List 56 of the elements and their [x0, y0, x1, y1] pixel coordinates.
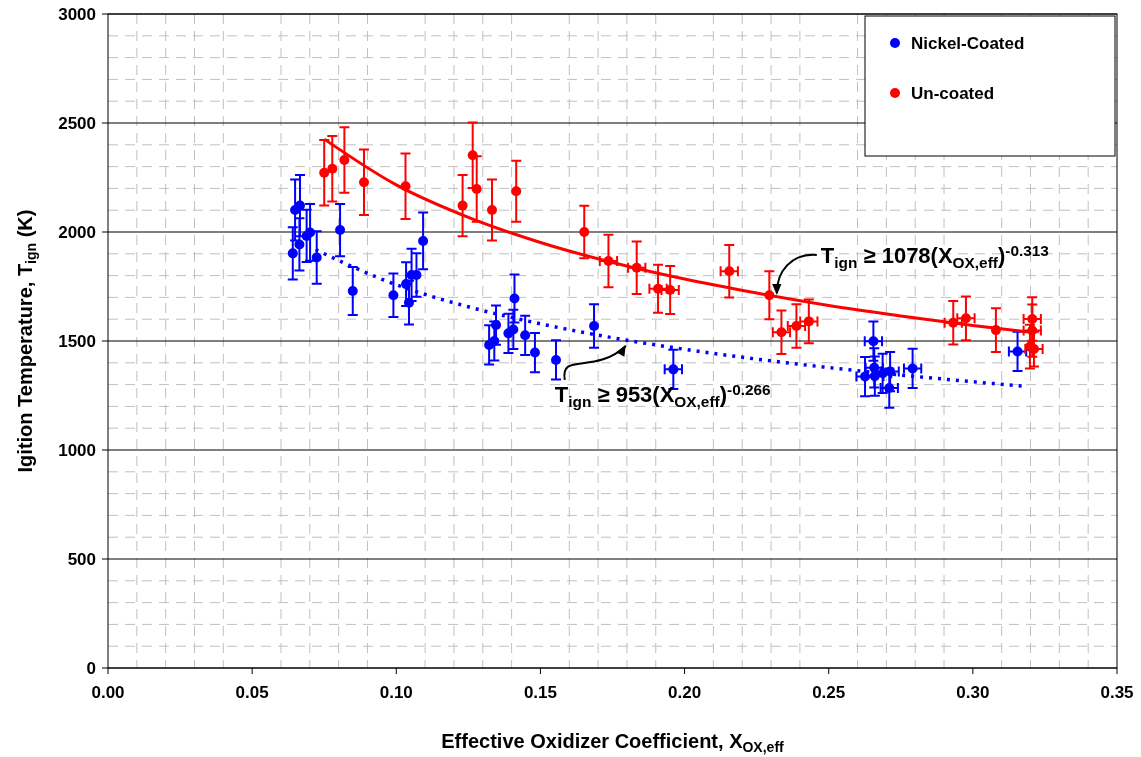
point [311, 252, 322, 263]
point [487, 204, 497, 215]
point [776, 327, 787, 338]
point [388, 290, 399, 301]
x-tick-label: 0.30 [956, 683, 990, 702]
y-tick-label: 2000 [58, 223, 96, 242]
y-tick-label: 3000 [58, 5, 96, 24]
point [551, 354, 561, 365]
point [724, 266, 735, 277]
point [511, 186, 522, 197]
x-tick-label: 0.05 [235, 683, 269, 702]
point [339, 155, 350, 166]
point [327, 163, 338, 174]
x-tick-label: 0.10 [379, 683, 413, 702]
x-tick-label: 0.25 [812, 683, 846, 702]
y-tick-label: 500 [67, 550, 96, 569]
y-tick-label: 1000 [58, 441, 96, 460]
point [907, 363, 918, 374]
point [508, 324, 519, 335]
point [457, 200, 468, 211]
point [418, 235, 429, 246]
point [791, 320, 802, 331]
point [520, 330, 531, 341]
legend-label: Un-coated [911, 84, 995, 103]
point [868, 336, 879, 347]
point [1012, 346, 1023, 357]
point [668, 364, 679, 375]
y-tick-label: 2500 [58, 114, 96, 133]
point [471, 184, 482, 195]
y-tick-label: 0 [86, 659, 96, 678]
x-tick-label: 0.20 [668, 683, 702, 702]
point [347, 286, 358, 297]
point [319, 167, 330, 178]
x-axis-title: Effective Oxidizer Coefficient, X$_{OX,eff}$ [441, 730, 785, 756]
point [803, 316, 814, 327]
point [579, 227, 590, 237]
point [529, 347, 540, 358]
point [294, 239, 305, 250]
point [287, 248, 298, 259]
annotation: T$_{ign}$ ≥ 1078(X$_{OX,eff}$)$^{-0.313}$ [820, 242, 1049, 271]
point [960, 313, 971, 324]
point [295, 200, 305, 211]
point [884, 383, 895, 394]
point [305, 227, 316, 238]
annotation: T$_{ign}$ ≥ 953(X$_{OX,eff}$)$^{-0.266}$ [554, 380, 771, 410]
x-tick-label: 0.15 [523, 683, 557, 702]
point [665, 284, 676, 295]
legend-label: Nickel-Coated [911, 34, 1025, 53]
point [359, 177, 369, 188]
x-tick-label: 0.35 [1100, 683, 1134, 702]
point [509, 293, 520, 304]
point [335, 225, 346, 236]
y-tick-label: 1500 [58, 332, 96, 351]
point [491, 320, 502, 331]
point [589, 320, 600, 331]
x-tick-label: 0.00 [91, 683, 125, 702]
